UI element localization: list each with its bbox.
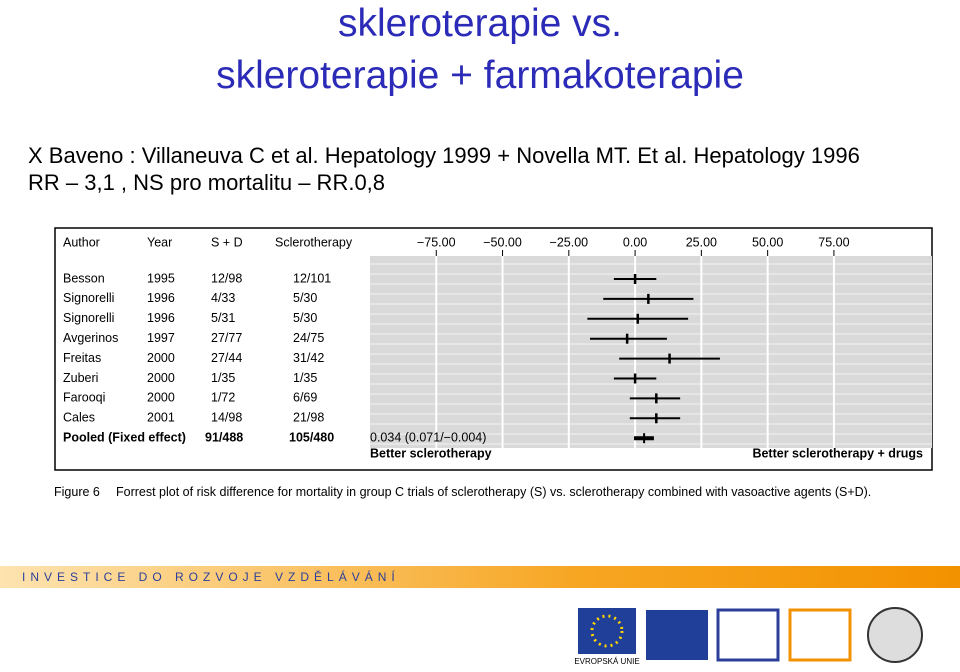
pooled-sclero: 105/480 — [289, 430, 334, 444]
x-tick-label: −25.00 — [550, 235, 589, 249]
footer-band: INVESTICE DO ROZVOJE VZDĚLÁVÁNÍ — [0, 566, 960, 588]
row-cell: 5/31 — [211, 311, 235, 325]
title-line: skleroterapie + farmakoterapie — [216, 54, 744, 97]
logos: EVROPSKÁ UNIE — [574, 607, 923, 666]
row-cell: 27/44 — [211, 351, 242, 365]
pooled-sd: 91/488 — [205, 430, 243, 444]
subtitle-line: RR – 3,1 , NS pro mortalitu – RR.0,8 — [28, 170, 386, 195]
row-cell: 2000 — [147, 371, 175, 385]
row-cell: 14/98 — [211, 411, 242, 425]
row-cell: Cales — [63, 411, 95, 425]
caption-text: Forrest plot of risk difference for mort… — [116, 485, 872, 499]
plot-area — [370, 256, 932, 448]
column-header: Year — [147, 235, 172, 249]
eu-flag — [578, 608, 636, 654]
right-label: Better sclerotherapy + drugs — [752, 446, 923, 460]
row-cell: Besson — [63, 271, 105, 285]
row-cell: 5/30 — [293, 291, 317, 305]
x-tick-label: 25.00 — [686, 235, 717, 249]
x-tick-label: 50.00 — [752, 235, 783, 249]
row-cell: 1/35 — [211, 371, 235, 385]
row-cell: Signorelli — [63, 311, 114, 325]
subtitle-line: X Baveno : Villaneuva C et al. Hepatolog… — [28, 143, 860, 168]
pooled-estimate: 0.034 (0.071/−0.004) — [370, 430, 486, 444]
row-cell: 21/98 — [293, 411, 324, 425]
column-header: Author — [63, 235, 100, 249]
row-cell: Zuberi — [63, 371, 98, 385]
row-cell: 1/72 — [211, 391, 235, 405]
university-seal — [867, 607, 923, 663]
row-cell: 31/42 — [293, 351, 324, 365]
row-cell: 27/77 — [211, 331, 242, 345]
row-cell: Freitas — [63, 351, 101, 365]
row-cell: 1996 — [147, 291, 175, 305]
eu-stars — [590, 614, 624, 648]
x-tick-label: −75.00 — [417, 235, 456, 249]
esf-logo — [646, 610, 708, 660]
row-cell: 4/33 — [211, 291, 235, 305]
msmt-logo — [716, 608, 780, 662]
eu-label: EVROPSKÁ UNIE — [574, 657, 639, 666]
row-cell: Farooqi — [63, 391, 105, 405]
x-tick-label: 0.00 — [623, 235, 647, 249]
row-cell: 1995 — [147, 271, 175, 285]
pooled-label: Pooled (Fixed effect) — [63, 430, 186, 444]
row-cell: 2000 — [147, 391, 175, 405]
caption: Figure 6 Forrest plot of risk difference … — [54, 484, 914, 501]
row-cell: 12/98 — [211, 271, 242, 285]
title-line: skleroterapie vs. — [338, 2, 622, 45]
x-tick-label: −50.00 — [483, 235, 522, 249]
op-logo — [788, 608, 852, 662]
row-cell: 2001 — [147, 411, 175, 425]
left-label: Better sclerotherapy — [370, 446, 492, 460]
row-cell: 24/75 — [293, 331, 324, 345]
row-cell: 1996 — [147, 311, 175, 325]
row-cell: 12/101 — [293, 271, 331, 285]
forest-figure: Author Year S + D Sclerotherapy −75.00 −50.00… — [54, 227, 933, 471]
caption-label: Figure 6 — [54, 485, 100, 499]
row-cell: Avgerinos — [63, 331, 118, 345]
column-header: S + D — [211, 235, 243, 249]
row-cell: 6/69 — [293, 391, 317, 405]
row-cell: 5/30 — [293, 311, 317, 325]
row-cell: 1/35 — [293, 371, 317, 385]
x-tick-label: 75.00 — [818, 235, 849, 249]
footer-band-text: INVESTICE DO ROZVOJE VZDĚLÁVÁNÍ — [22, 570, 400, 584]
row-cell: 2000 — [147, 351, 175, 365]
column-header: Sclerotherapy — [275, 235, 353, 249]
row-cell: 1997 — [147, 331, 175, 345]
row-cell: Signorelli — [63, 291, 114, 305]
